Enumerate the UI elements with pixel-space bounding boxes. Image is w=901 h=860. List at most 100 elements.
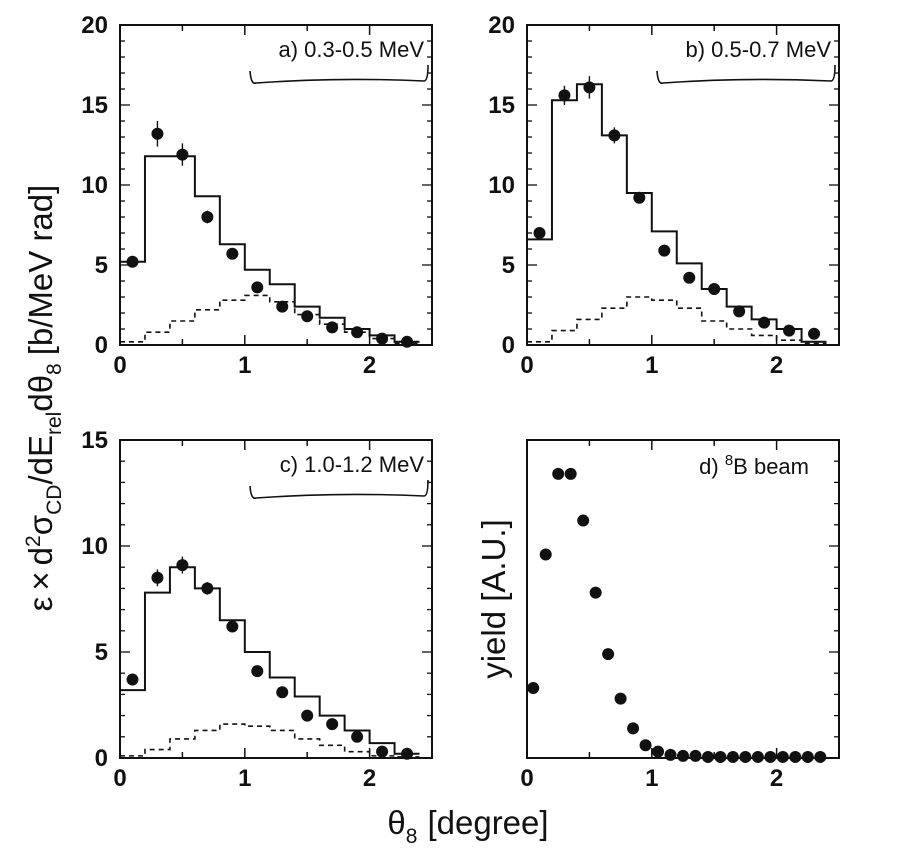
data-point xyxy=(627,722,640,735)
x-tick-label: 0 xyxy=(113,352,126,379)
y-tick-label: 10 xyxy=(81,533,108,560)
data-point xyxy=(714,750,727,763)
dashed-histogram xyxy=(527,296,827,345)
x-tick-label: 0 xyxy=(520,765,533,792)
data-point xyxy=(683,271,696,284)
data-point xyxy=(814,750,827,763)
data-point xyxy=(614,692,627,705)
y-tick-label: 15 xyxy=(81,427,108,454)
shared-y-axis-title: ε×d2σCD/dEreldθ8[b/MeV rad] xyxy=(22,185,66,612)
data-point xyxy=(533,227,546,239)
data-point xyxy=(276,300,289,313)
x-tick-label: 2 xyxy=(363,352,376,379)
data-point xyxy=(608,129,621,142)
data-point xyxy=(351,730,364,743)
panel-label: c) 1.0-1.2 MeV xyxy=(280,452,425,477)
y-tick-label: 15 xyxy=(488,92,515,119)
data-point xyxy=(201,582,214,595)
panel-label: a) 0.3-0.5 MeV xyxy=(278,37,424,62)
dashed-histogram xyxy=(120,723,420,758)
handwritten-bracket xyxy=(249,64,429,85)
data-point xyxy=(764,750,777,763)
x-tick-label: 0 xyxy=(113,765,126,792)
data-point xyxy=(652,745,665,758)
x-tick-label: 2 xyxy=(770,352,783,379)
data-point xyxy=(176,148,189,161)
panel-d-y-axis-title: yield [A.U.] xyxy=(475,519,512,679)
data-point xyxy=(301,310,314,323)
y-tick-label: 0 xyxy=(502,332,515,359)
y-tick-label: 20 xyxy=(488,12,515,39)
y-tick-label: 10 xyxy=(488,172,515,199)
data-point xyxy=(401,335,414,348)
data-point xyxy=(602,648,615,661)
data-point xyxy=(201,211,214,223)
plot-frame xyxy=(119,439,433,759)
solid-histogram xyxy=(527,83,827,343)
data-point xyxy=(151,127,164,140)
data-point xyxy=(326,321,339,334)
data-point xyxy=(758,316,771,329)
plot-frame xyxy=(526,24,840,346)
y-tick-label: 0 xyxy=(95,332,108,359)
data-point xyxy=(126,673,139,686)
handwritten-bracket xyxy=(656,64,836,85)
data-point xyxy=(658,244,671,257)
y-tick-label: 20 xyxy=(81,12,108,39)
plot-frame xyxy=(119,24,433,346)
x-tick-label: 1 xyxy=(645,765,658,792)
panel-label: d) 8B beam xyxy=(699,452,809,479)
x-tick-label: 2 xyxy=(363,765,376,792)
data-point xyxy=(401,747,414,760)
panel-label: b) 0.5-0.7 MeV xyxy=(685,37,831,62)
handwritten-bracket xyxy=(249,479,429,500)
data-point xyxy=(558,89,571,102)
data-point xyxy=(376,332,389,345)
shared-x-axis-title: θ8 [degree] xyxy=(387,804,548,848)
x-tick-label: 1 xyxy=(645,352,658,379)
data-point xyxy=(789,750,802,763)
data-point xyxy=(251,665,264,678)
x-tick-label: 1 xyxy=(238,352,251,379)
y-tick-label: 5 xyxy=(502,252,515,279)
data-point xyxy=(577,514,590,527)
data-point xyxy=(276,686,289,699)
plot-frame xyxy=(526,439,840,759)
panel-c: 0 1 2 0 5 10 15 c) 1.0-1.2 MeV xyxy=(81,427,433,792)
data-point xyxy=(539,548,552,561)
data-point xyxy=(583,81,596,94)
y-tick-label: 0 xyxy=(95,745,108,772)
x-tick-label: 1 xyxy=(238,765,251,792)
data-point xyxy=(783,324,796,337)
data-point xyxy=(301,709,314,722)
data-point xyxy=(376,745,389,758)
data-point xyxy=(751,750,764,763)
solid-histogram xyxy=(120,155,420,343)
data-point xyxy=(726,750,739,763)
data-point xyxy=(808,327,821,340)
data-point xyxy=(664,748,677,761)
panel-label-superscript: 8 xyxy=(725,452,733,469)
panel-label-prefix: d) xyxy=(699,454,725,479)
panel-d: 0 1 2 d) 8B beam yield [A.U.] xyxy=(475,439,840,792)
x-tick-label: 0 xyxy=(520,352,533,379)
data-point xyxy=(739,750,752,763)
data-point xyxy=(733,305,746,318)
data-point xyxy=(226,620,239,633)
y-tick-label: 5 xyxy=(95,252,108,279)
data-point xyxy=(251,281,264,294)
data-point xyxy=(776,750,789,763)
x-tick-label: 2 xyxy=(770,765,783,792)
panel-label-main: B beam xyxy=(733,454,809,479)
data-point xyxy=(527,682,540,695)
data-point xyxy=(226,247,239,260)
data-point xyxy=(677,749,689,762)
data-point xyxy=(126,255,139,268)
data-point xyxy=(633,191,646,204)
data-point xyxy=(701,750,714,763)
data-point xyxy=(708,283,721,295)
data-point xyxy=(801,750,814,763)
